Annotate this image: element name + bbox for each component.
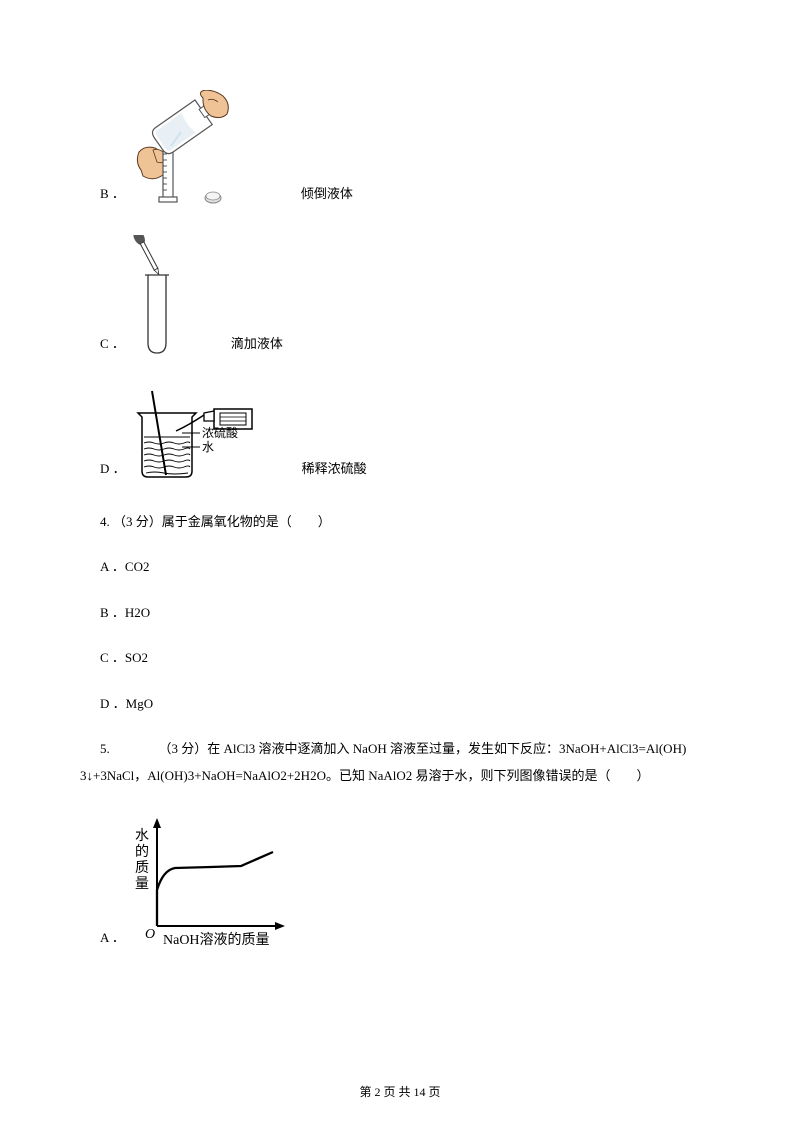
ylabel-0: 水: [135, 828, 149, 844]
option-b-label: B ．: [80, 182, 125, 205]
option-d-text: 稀释浓硫酸: [282, 457, 367, 480]
label-bot: 水: [202, 440, 214, 454]
option-c-text: 滴加液体: [211, 332, 283, 355]
q5-option-a: A ． O 水 的 质 量 NaOH溶液的质量: [80, 810, 720, 950]
q5-option-a-label: A ．: [80, 926, 125, 949]
q3-option-c: C ． 滴加液体: [80, 235, 720, 355]
option-c-label: C ．: [80, 332, 125, 355]
q4-option-b: B ．H2O: [80, 601, 720, 624]
figure-dropping-liquid: [133, 235, 193, 355]
origin-label: O: [145, 927, 155, 942]
q4-stem: 4. （3 分）属于金属氧化物的是（ ）: [80, 510, 720, 533]
ylabel-1: 的: [135, 844, 149, 860]
q3-option-b: B ． 倾倒液体: [80, 90, 720, 205]
xlabel: NaOH溶液的质量: [163, 932, 270, 948]
q4-option-c: C ．SO2: [80, 646, 720, 669]
q4-option-d: D ．MgO: [80, 692, 720, 715]
page-footer: 第 2 页 共 14 页: [0, 1082, 800, 1104]
ylabel-3: 量: [135, 876, 149, 892]
figure-dilute-acid: 浓硫酸 水: [134, 385, 264, 480]
ylabel-2: 质: [135, 860, 149, 876]
q5-stem-line1: 5. （3 分）在 AlCl3 溶液中逐滴加入 NaOH 溶液至过量，发生如下反…: [80, 737, 720, 760]
q4-option-a: A ．CO2: [80, 555, 720, 578]
label-top: 浓硫酸: [202, 425, 238, 440]
figure-pouring-liquid: [133, 90, 263, 205]
q3-option-d: D ． 浓硫酸 水 稀释浓硫酸: [80, 385, 720, 480]
figure-q5-graph-a: O 水 的 质 量 NaOH溶液的质量: [133, 810, 293, 950]
option-b-text: 倾倒液体: [281, 182, 353, 205]
q5-stem-line2: 3↓+3NaCl，Al(OH)3+NaOH=NaAlO2+2H2O。已知 NaA…: [80, 764, 720, 787]
option-d-label: D ．: [80, 457, 126, 480]
